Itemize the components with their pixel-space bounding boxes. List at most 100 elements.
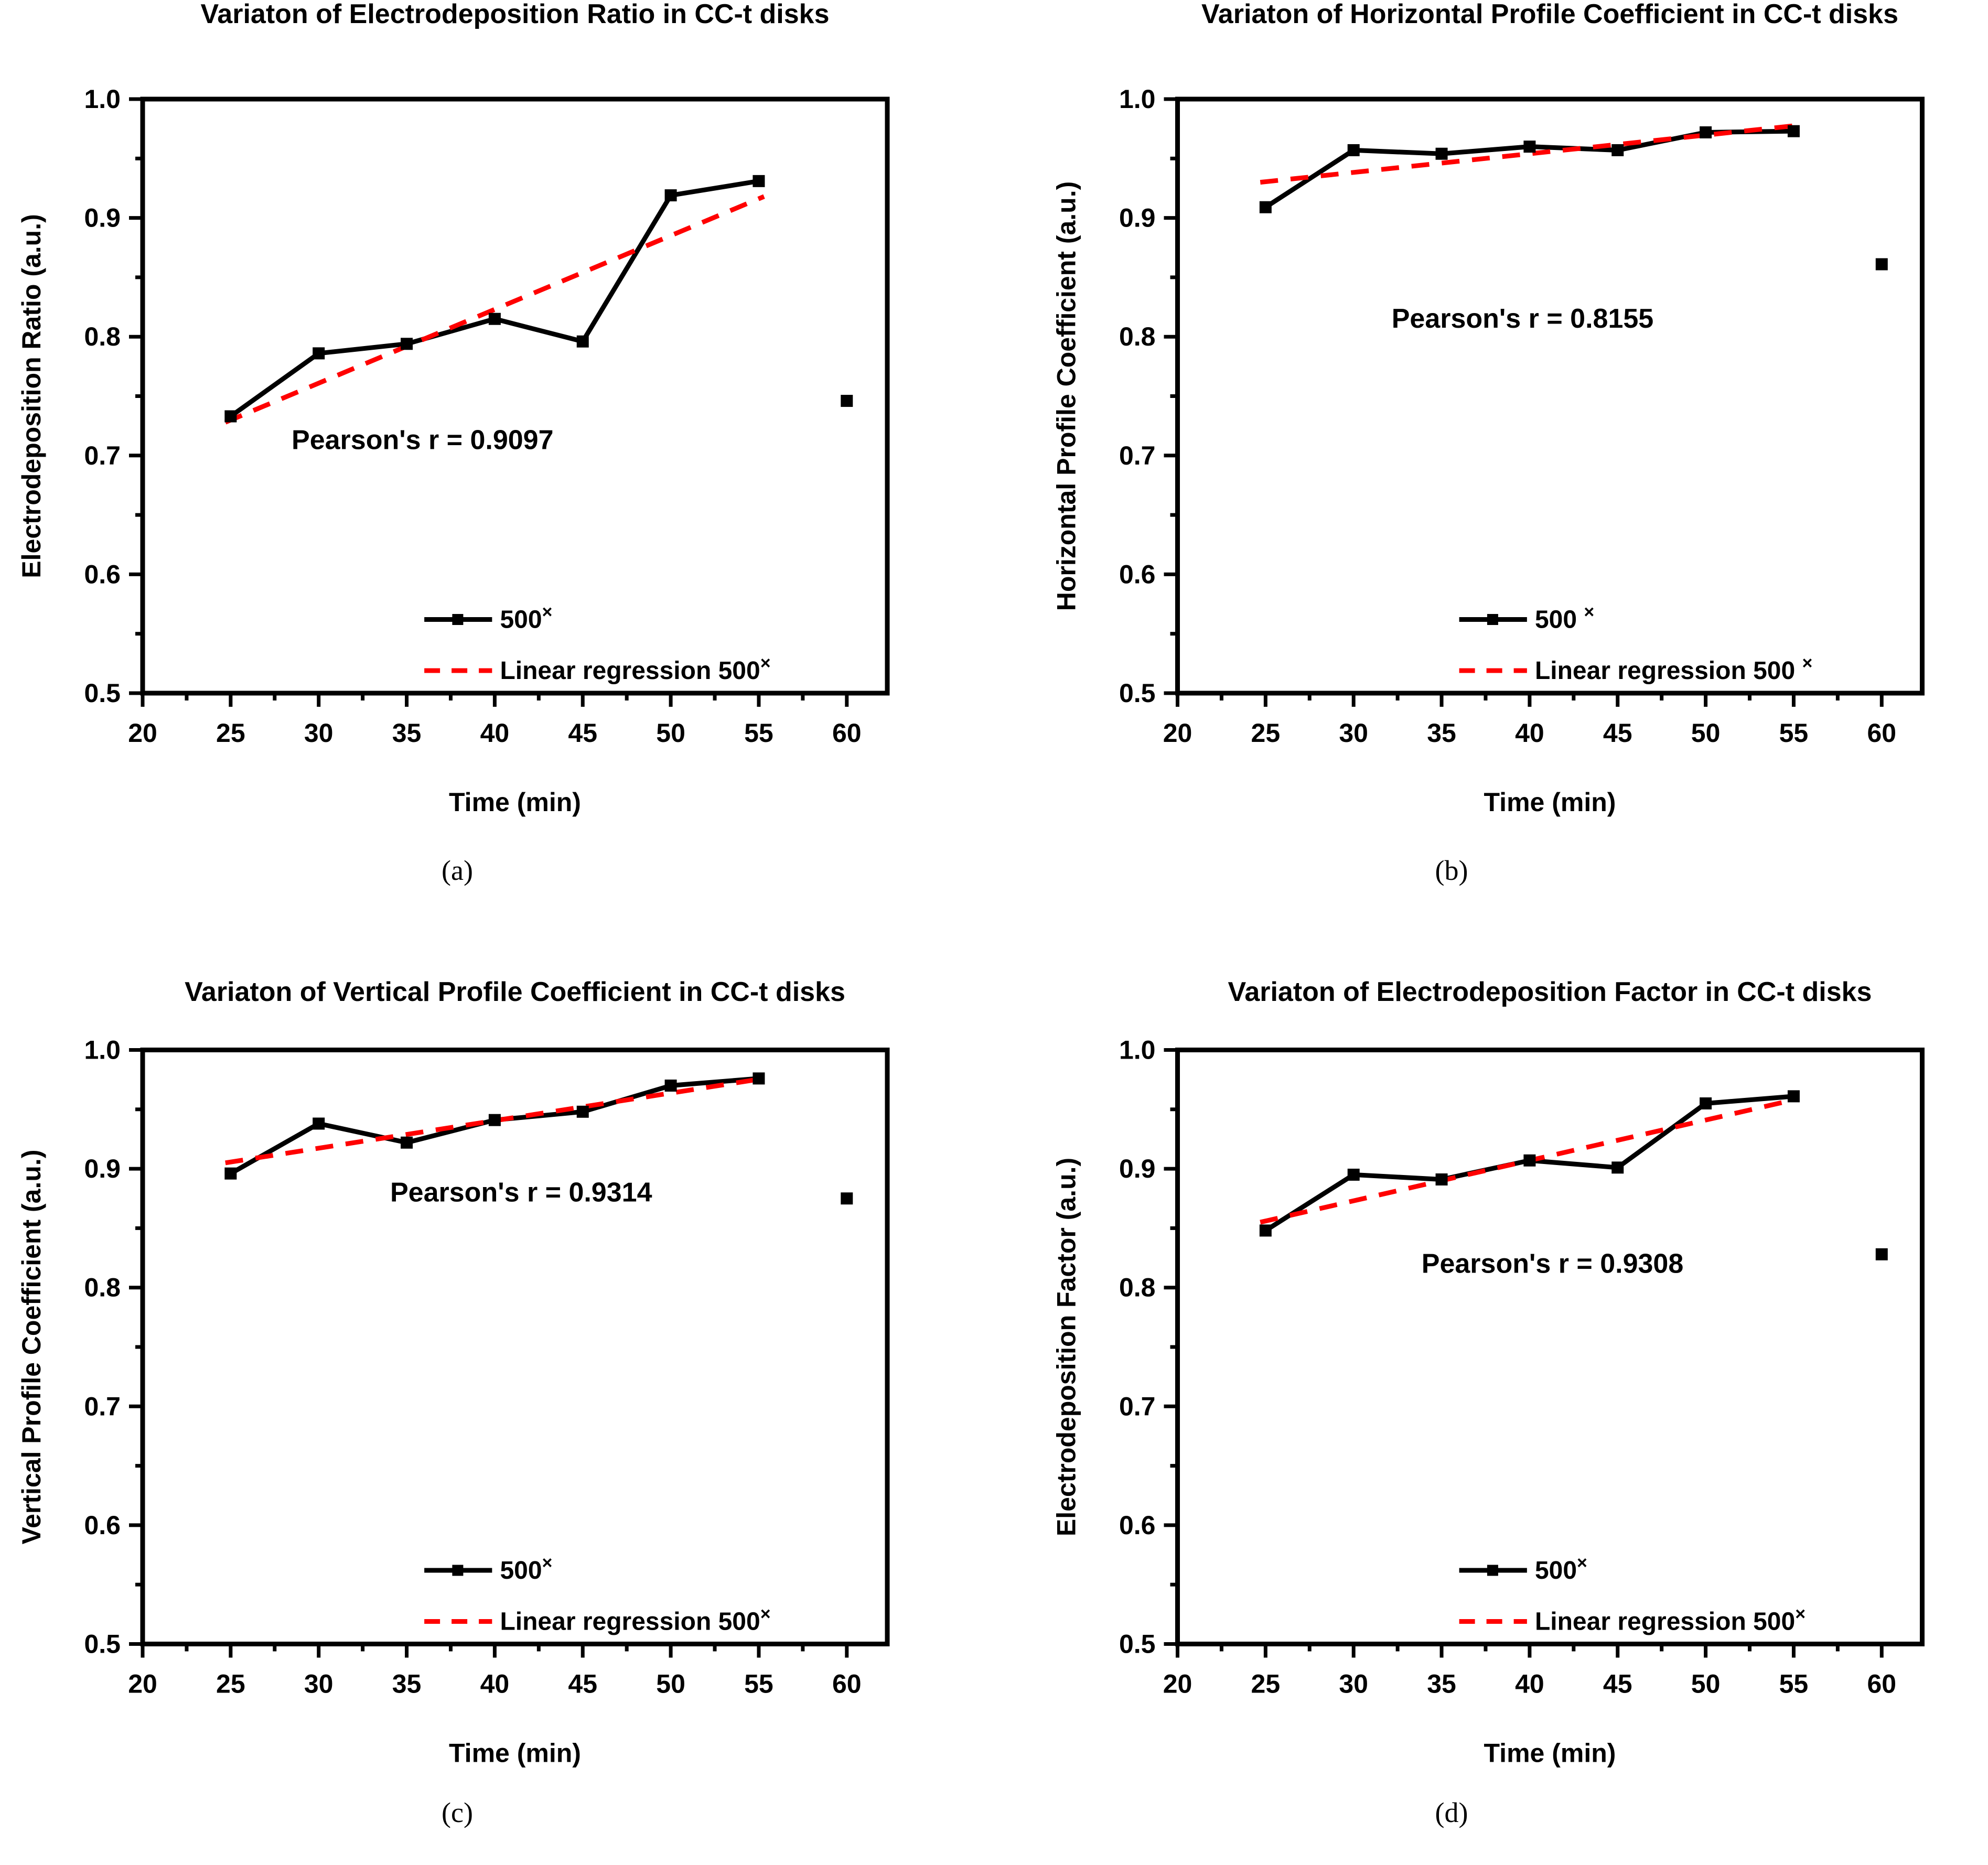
x-tick-label: 50 <box>1691 718 1720 748</box>
chart-title: Variaton of Electrodeposition Factor in … <box>1228 977 1872 1007</box>
chart-title: Variaton of Electrodeposition Ratio in C… <box>200 0 829 29</box>
data-point-marker <box>1347 144 1360 156</box>
chart-panel-d: Variaton of Electrodeposition Factor in … <box>1051 977 1925 1828</box>
data-point-marker <box>1699 126 1712 138</box>
y-tick-label: 0.7 <box>84 441 121 470</box>
isolated-data-point-marker <box>1875 1248 1888 1260</box>
x-tick-label: 55 <box>1779 718 1808 748</box>
data-point-marker <box>224 1167 237 1180</box>
plot-frame <box>140 96 890 696</box>
data-point-marker <box>1435 1173 1448 1185</box>
data-point-marker <box>224 410 237 423</box>
y-tick-label: 0.5 <box>84 1629 121 1658</box>
y-tick-label: 1.0 <box>1119 84 1155 114</box>
legend-series-label: 500× <box>500 602 552 634</box>
legend-regression-label: Linear regression 500× <box>500 653 770 685</box>
x-tick-label: 25 <box>216 1669 245 1698</box>
x-tick-label: 40 <box>480 1669 510 1698</box>
x-tick-label: 25 <box>1251 718 1280 748</box>
y-tick-label: 0.8 <box>84 322 121 351</box>
pearson-annotation: Pearson's r = 0.9314 <box>390 1177 652 1208</box>
x-tick-label: 20 <box>1163 718 1192 748</box>
y-tick-label: 0.5 <box>1119 678 1155 708</box>
pearson-annotation: Pearson's r = 0.8155 <box>1391 304 1653 334</box>
legend-series-marker <box>1487 614 1498 626</box>
data-point-marker <box>1787 125 1800 137</box>
x-tick-label: 40 <box>1515 1669 1544 1698</box>
data-point-marker <box>1523 141 1535 153</box>
panel-caption: (b) <box>1435 855 1468 886</box>
y-tick-label: 0.9 <box>84 1154 121 1183</box>
panel-caption: (a) <box>442 855 473 886</box>
data-point-marker <box>1435 147 1448 160</box>
data-point-marker <box>1611 144 1624 156</box>
x-tick-label: 35 <box>392 1669 422 1698</box>
data-point-marker <box>1699 1097 1712 1109</box>
x-tick-label: 45 <box>1603 718 1632 748</box>
data-point-marker <box>1259 201 1272 213</box>
y-tick-label: 0.9 <box>1119 203 1155 233</box>
y-axis-label: Vertical Profile Coefficient (a.u.) <box>17 1149 46 1544</box>
regression-line <box>224 194 765 425</box>
x-axis-label: Time (min) <box>449 788 581 817</box>
x-tick-label: 20 <box>1163 1669 1192 1698</box>
chart-panel-a: Variaton of Electrodeposition Ratio in C… <box>17 0 890 886</box>
plot-frame <box>1175 1047 1925 1646</box>
y-tick-label: 0.8 <box>1119 322 1155 351</box>
legend-series-marker <box>1487 1565 1498 1576</box>
legend-regression-label: Linear regression 500 × <box>1534 653 1812 685</box>
x-tick-label: 30 <box>304 1669 334 1698</box>
x-tick-label: 35 <box>1427 718 1456 748</box>
legend-series-marker <box>452 614 464 626</box>
x-tick-label: 30 <box>1339 1669 1368 1698</box>
x-tick-label: 25 <box>1251 1669 1280 1698</box>
x-tick-label: 50 <box>656 718 685 748</box>
y-tick-label: 0.7 <box>1119 441 1155 470</box>
y-tick-label: 0.6 <box>84 559 121 589</box>
plot-frame <box>1175 96 1925 696</box>
x-tick-label: 20 <box>128 718 157 748</box>
y-tick-label: 0.9 <box>1119 1154 1155 1183</box>
x-tick-label: 50 <box>656 1669 685 1698</box>
series-500x-line <box>229 178 759 418</box>
plot-frame <box>140 1047 890 1646</box>
x-tick-label: 55 <box>1779 1669 1808 1698</box>
x-tick-label: 30 <box>1339 718 1368 748</box>
y-tick-label: 0.5 <box>84 678 121 708</box>
data-point-marker <box>488 1114 501 1126</box>
y-tick-label: 0.7 <box>1119 1392 1155 1421</box>
data-point-marker <box>401 1136 413 1149</box>
y-tick-label: 0.8 <box>1119 1273 1155 1302</box>
y-tick-label: 0.9 <box>84 203 121 233</box>
legend-series-label: 500× <box>500 1553 552 1584</box>
data-point-marker <box>313 1117 325 1129</box>
isolated-data-point-marker <box>841 395 853 407</box>
y-tick-label: 0.5 <box>1119 1629 1155 1658</box>
data-point-marker <box>1523 1154 1535 1167</box>
data-point-marker <box>753 175 765 187</box>
pearson-annotation: Pearson's r = 0.9097 <box>292 425 553 455</box>
x-tick-label: 40 <box>480 718 510 748</box>
y-axis-label: Electrodeposition Factor (a.u.) <box>1051 1157 1081 1536</box>
x-tick-label: 60 <box>832 718 862 748</box>
data-point-marker <box>1611 1161 1624 1173</box>
x-tick-label: 60 <box>1867 1669 1896 1698</box>
x-tick-label: 40 <box>1515 718 1544 748</box>
panel-caption: (d) <box>1435 1797 1468 1828</box>
y-tick-label: 0.6 <box>84 1510 121 1539</box>
y-tick-label: 0.7 <box>84 1392 121 1421</box>
x-tick-label: 20 <box>128 1669 157 1698</box>
data-point-marker <box>313 347 325 360</box>
x-tick-label: 25 <box>216 718 245 748</box>
data-point-marker <box>1787 1090 1800 1102</box>
data-point-marker <box>576 335 589 348</box>
y-tick-label: 1.0 <box>84 1035 121 1064</box>
chart-title: Variaton of Horizontal Profile Coefficie… <box>1201 0 1898 29</box>
y-tick-label: 0.6 <box>1119 1510 1155 1539</box>
isolated-data-point-marker <box>841 1192 853 1204</box>
regression-line <box>1260 123 1799 185</box>
x-tick-label: 45 <box>568 718 597 748</box>
y-tick-label: 1.0 <box>1119 1035 1155 1064</box>
data-point-marker <box>576 1105 589 1118</box>
